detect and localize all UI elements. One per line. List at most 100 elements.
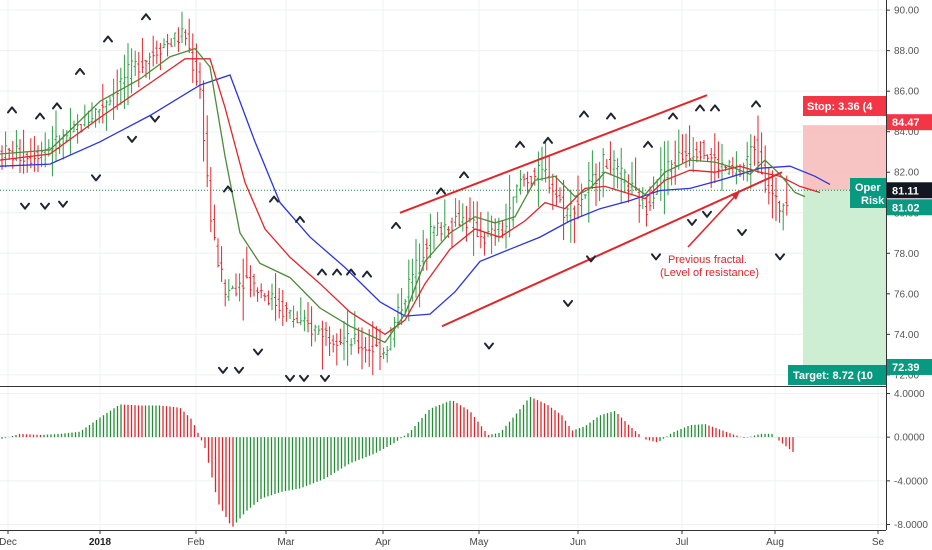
open-price-tag-box: [887, 182, 932, 199]
price-bars: [0, 11, 789, 376]
fractal-up-marker: [332, 268, 342, 276]
fractal-down-marker: [91, 174, 101, 182]
price-tags: 84.47 81.11 81.02 72.39: [887, 114, 932, 375]
oscillator-tick-label: 4.0000: [894, 389, 925, 400]
fractal-down-marker: [775, 253, 785, 261]
time-tick-label: 2018: [89, 537, 112, 548]
annotations: Previous fractal. (Level of resistance): [660, 190, 759, 279]
price-tick-label: 90.00: [894, 6, 919, 17]
target-price-tag-box: [887, 358, 932, 375]
moving-averages: [0, 47, 831, 344]
time-tick-label: Jul: [676, 537, 689, 548]
fractal-up-marker: [579, 110, 589, 118]
price-tick-label: 82.00: [894, 168, 919, 179]
fractal-up-marker: [695, 104, 705, 112]
price-tick-label: 72.00: [894, 370, 919, 381]
annotation-line-2: (Level of resistance): [660, 267, 759, 279]
fractal-up-marker: [515, 140, 525, 148]
fractal-markers: [7, 13, 785, 382]
fractal-up-marker: [52, 102, 62, 110]
fractal-up-marker: [391, 221, 401, 229]
channel-line[interactable]: [399, 94, 708, 214]
time-tick-label: Dec: [0, 537, 17, 548]
fractal-down-marker: [651, 253, 661, 261]
fractal-down-marker: [218, 366, 228, 374]
fractal-down-marker: [150, 115, 160, 123]
fractal-up-marker: [346, 268, 356, 276]
price-tick-label: 88.00: [894, 46, 919, 57]
fractal-up-marker: [751, 100, 761, 108]
fractal-down-marker: [737, 229, 747, 237]
price-tick-label: 86.00: [894, 87, 919, 98]
time-tick-label: Aug: [766, 537, 784, 548]
time-tick-label: May: [470, 537, 489, 548]
price-tick-label: 76.00: [894, 289, 919, 300]
risk-price-tag: 81.02: [892, 202, 920, 214]
oscillator-tick-label: -8.0000: [894, 520, 928, 531]
fractal-up-marker: [668, 112, 678, 120]
moving-average-line: [0, 47, 806, 344]
fractal-up-marker: [606, 112, 616, 120]
time-axis[interactable]: Dec 2018 Feb Mar Apr May Jun Jul Aug Se: [0, 530, 885, 548]
fractal-down-marker: [58, 200, 68, 208]
target-zone[interactable]: [803, 190, 886, 373]
fractal-up-marker: [103, 35, 113, 43]
fractal-down-marker: [563, 299, 573, 307]
fractal-up-marker: [436, 187, 446, 195]
fractal-up-marker: [7, 106, 17, 114]
open-risk-box[interactable]: [850, 178, 886, 208]
target-label: Target: 8.72 (10: [793, 370, 873, 382]
axes: [0, 0, 887, 531]
price-tick-label: 78.00: [894, 249, 919, 260]
annotation-arrowhead: [731, 191, 740, 200]
time-tick-label: Se: [872, 537, 885, 548]
fractal-down-marker: [586, 255, 596, 263]
price-tick-label: 84.00: [894, 127, 919, 138]
stop-label-box[interactable]: [803, 96, 886, 116]
target-label-box[interactable]: [788, 365, 886, 385]
channel-line[interactable]: [441, 171, 783, 328]
fractal-up-marker: [317, 268, 327, 276]
fractal-down-marker: [320, 374, 330, 382]
fractal-up-marker: [643, 140, 653, 148]
fractal-down-marker: [127, 135, 137, 143]
fractal-up-marker: [141, 13, 151, 21]
fractal-down-marker: [687, 218, 697, 226]
fractal-up-marker: [35, 112, 45, 120]
open-price-tag: 81.11: [892, 185, 919, 197]
fractal-up-marker: [295, 215, 305, 223]
fractal-up-marker: [543, 136, 553, 144]
fractal-up-marker: [710, 104, 720, 112]
target-price-tag: 72.39: [892, 362, 920, 374]
time-tick-label: Feb: [187, 537, 205, 548]
price-tick-label: 74.00: [894, 330, 919, 341]
fractal-up-marker: [223, 185, 233, 193]
fractal-down-marker: [234, 366, 244, 374]
oscillator-axis[interactable]: 4.0000 0.0000 -4.0000 -8.0000: [886, 389, 928, 531]
stop-price-tag-box: [887, 114, 932, 131]
fractal-down-marker: [484, 342, 494, 350]
trend-channel[interactable]: [399, 94, 783, 328]
fractal-up-marker: [459, 171, 469, 179]
fractal-up-marker: [362, 270, 372, 278]
oscillator-histogram: [1, 396, 794, 527]
time-tick-label: Apr: [375, 537, 391, 548]
fractal-down-marker: [285, 374, 295, 382]
stop-label: Stop: 3.36 (4: [807, 101, 873, 113]
fractal-down-marker: [40, 202, 50, 210]
stop-price-tag: 84.47: [892, 117, 920, 129]
annotation-line-1: Previous fractal.: [668, 254, 747, 266]
risk-price-tag-box: [887, 199, 932, 216]
moving-average-line: [0, 58, 821, 336]
fractal-down-marker: [299, 374, 309, 382]
moving-average-line: [0, 74, 831, 317]
oscillator-tick-label: 0.0000: [894, 433, 925, 444]
fractal-down-marker: [253, 348, 263, 356]
open-label: Oper: [855, 182, 881, 194]
risk-label: Risk: [861, 195, 885, 207]
fractal-up-marker: [75, 67, 85, 75]
fractal-down-marker: [702, 210, 712, 218]
